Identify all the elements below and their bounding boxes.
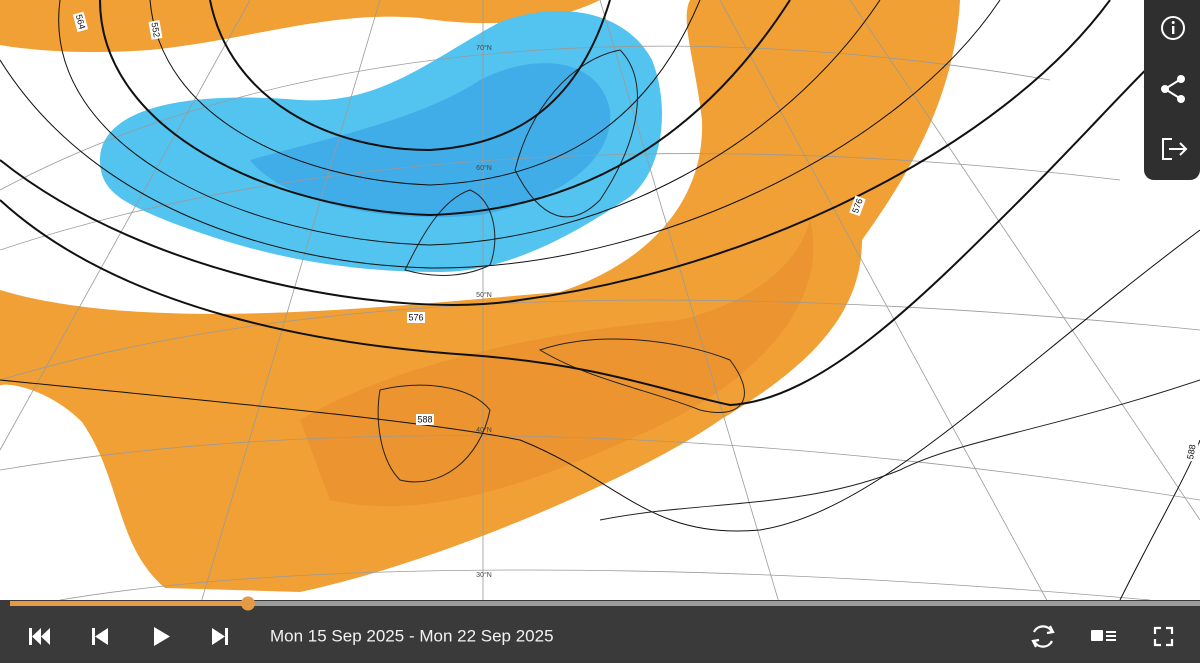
- export-button[interactable]: [1162, 138, 1188, 160]
- date-range: Mon 15 Sep 2025 - Mon 22 Sep 2025: [270, 626, 554, 645]
- latitude-label: 60°N: [476, 164, 492, 172]
- latitude-label: 50°N: [476, 291, 492, 299]
- contour-label-box: [407, 312, 425, 323]
- timeline-thumb[interactable]: [241, 596, 255, 611]
- timeline-progress: [10, 601, 248, 606]
- latitude-label: 70°N: [476, 44, 492, 52]
- cold-anomaly-core: [250, 63, 611, 218]
- latitude-label: 30°N: [476, 571, 492, 579]
- legend-button[interactable]: [1091, 630, 1116, 641]
- map-labels: 564 552 576 576 588 588 70°N 60°N 50°N 40°N 30°N: [72, 11, 1199, 579]
- contour-label-box: [148, 20, 163, 40]
- contour-label: 564: [74, 13, 88, 30]
- toolbar: [1144, 0, 1200, 180]
- fullscreen-button[interactable]: [1153, 626, 1174, 647]
- share-button[interactable]: [1161, 75, 1185, 103]
- contour-label: 552: [149, 22, 161, 39]
- contour-label-box: [416, 414, 434, 425]
- previous-button[interactable]: [92, 628, 108, 645]
- warm-anomaly: [0, 0, 600, 53]
- player: Mon 15 Sep 2025 - Mon 22 Sep 2025: [0, 596, 1200, 663]
- latitude-label: 40°N: [476, 426, 492, 434]
- first-button[interactable]: [29, 628, 50, 645]
- map: [0, 0, 1200, 607]
- contours: [0, 0, 1200, 601]
- contour-label: 588: [417, 414, 432, 424]
- info-button[interactable]: [1161, 16, 1185, 40]
- loop-button[interactable]: [1031, 625, 1055, 648]
- contour-label-box: [72, 11, 89, 32]
- warm-anomaly: [0, 0, 960, 592]
- control-bar: [0, 600, 1200, 663]
- warm-anomaly-core: [300, 220, 814, 507]
- toolbar-background: [1144, 0, 1200, 20]
- contour-label: 576: [408, 312, 423, 322]
- coastline: [377, 49, 1200, 521]
- contour-label: 588: [1185, 444, 1197, 461]
- toolbar-background: [1144, 0, 1200, 180]
- contour-label-box: [1184, 442, 1199, 462]
- play-button[interactable]: [154, 627, 170, 646]
- next-button[interactable]: [212, 628, 228, 645]
- contour-label-box: [849, 195, 866, 217]
- contour-label: 576: [850, 197, 865, 215]
- timeline-track[interactable]: [10, 601, 1200, 606]
- graticule: [0, 0, 1200, 607]
- map-background: [1120, 420, 1200, 600]
